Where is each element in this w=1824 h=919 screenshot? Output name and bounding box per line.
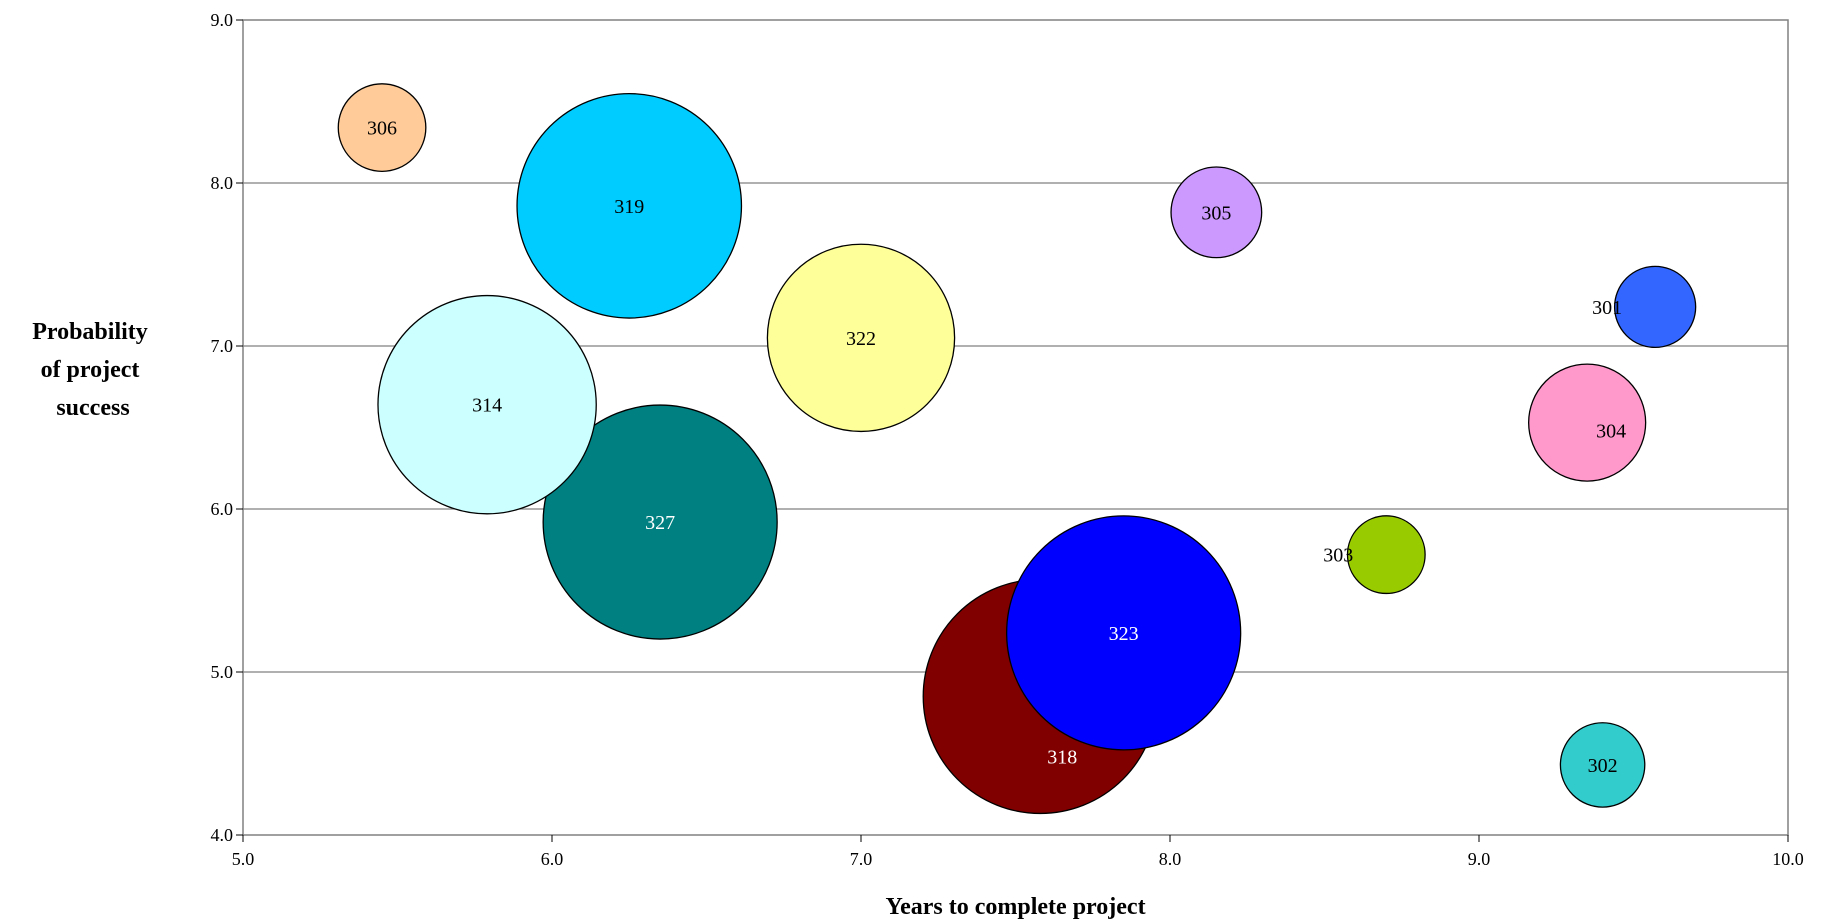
x-tick-label-4: 9.0 bbox=[1468, 849, 1491, 869]
bubble-319 bbox=[516, 92, 743, 319]
bubble-label-305: 305 bbox=[1201, 202, 1231, 224]
bubble-314 bbox=[377, 294, 597, 515]
bubble-label-301: 301 bbox=[1592, 297, 1622, 319]
y-tick-label-3: 7.0 bbox=[211, 336, 234, 356]
bubble-303 bbox=[1346, 515, 1426, 595]
bubble-323 bbox=[1006, 515, 1242, 751]
y-tick-label-2: 6.0 bbox=[211, 499, 234, 519]
bubble-306 bbox=[337, 83, 427, 173]
plot-area-frame bbox=[242, 19, 1789, 836]
bubble-305 bbox=[1170, 166, 1263, 259]
x-tick-label-2: 7.0 bbox=[850, 849, 873, 869]
x-axis-title: Years to complete project bbox=[885, 894, 1145, 919]
bubble-327 bbox=[542, 404, 778, 640]
x-tick-label-1: 6.0 bbox=[541, 849, 564, 869]
x-tick-label-3: 8.0 bbox=[1159, 849, 1182, 869]
bubble-label-323: 323 bbox=[1109, 623, 1139, 645]
x-tick-label-0: 5.0 bbox=[232, 849, 255, 869]
x-tick-label-5: 10.0 bbox=[1772, 849, 1804, 869]
y-axis-title-line-3: success bbox=[56, 395, 129, 421]
bubble-304 bbox=[1528, 363, 1647, 482]
bubble-302 bbox=[1559, 722, 1646, 808]
y-tick-label-4: 8.0 bbox=[211, 173, 234, 193]
bubble-301 bbox=[1613, 265, 1697, 349]
y-tick-label-5: 9.0 bbox=[211, 10, 234, 30]
bubble-322 bbox=[766, 243, 956, 433]
bubble-label-304: 304 bbox=[1596, 421, 1626, 443]
bubble-label-327: 327 bbox=[645, 512, 675, 534]
bubble-label-318: 318 bbox=[1047, 746, 1077, 768]
bubble-label-314: 314 bbox=[472, 395, 502, 417]
y-axis-ticks: 4.0 5.0 6.0 7.0 8.0 9.0 bbox=[211, 10, 243, 845]
x-axis-ticks: 5.0 6.0 7.0 8.0 9.0 10.0 bbox=[232, 835, 1804, 869]
bubble-label-302: 302 bbox=[1588, 755, 1618, 777]
bubble-label-303: 303 bbox=[1323, 545, 1353, 567]
y-tick-label-0: 4.0 bbox=[211, 825, 234, 845]
bubble-label-306: 306 bbox=[367, 118, 397, 140]
bubble-label-322: 322 bbox=[846, 328, 876, 350]
y-tick-label-1: 5.0 bbox=[211, 662, 234, 682]
bubbles: 318 323 327 319 314 322 304 305 306 302 301 303 bbox=[337, 83, 1697, 815]
y-axis-title: Probability of project success bbox=[32, 319, 154, 421]
bubble-label-319: 319 bbox=[614, 196, 644, 218]
y-axis-title-line-2: of project bbox=[41, 357, 140, 383]
y-axis-title-line-1: Probability bbox=[32, 319, 148, 345]
